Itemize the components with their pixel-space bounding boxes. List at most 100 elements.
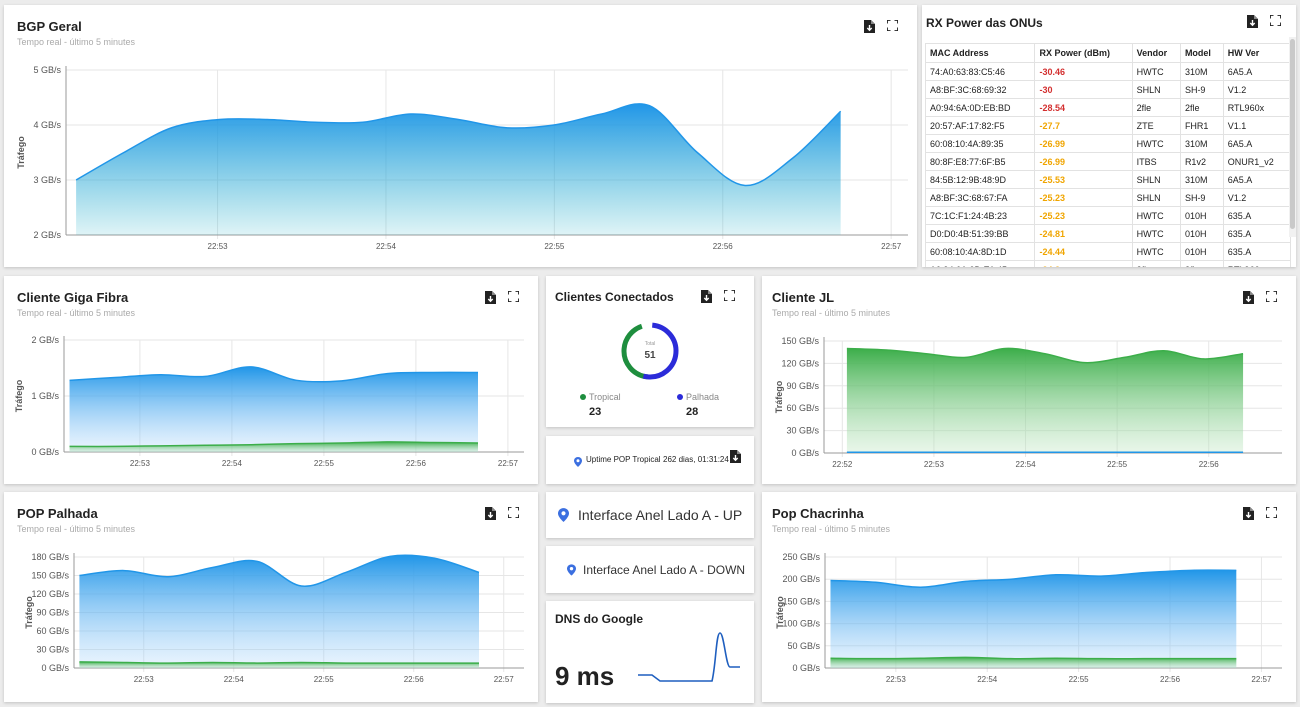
y-tick-label: 3 GB/s (33, 175, 61, 185)
cliente-jl-chart: 0 GB/s 30 GB/s 60 GB/s 90 GB/s 120 GB/s 150 G… (774, 336, 1282, 469)
table-cell: 74:A0:63:83:C5:46 (924, 62, 1036, 81)
x-tick-label: 22:53 (924, 460, 945, 469)
rx-power-panel: RX Power das ONUs MAC Address RX Power (d… (922, 5, 1296, 267)
y-tick-label: 60 GB/s (786, 403, 819, 413)
export-icon[interactable] (1247, 15, 1258, 28)
table-row: 20:57:AF:17:82:F5 -27.7 ZTE FHR1 V1.1 (924, 116, 1292, 135)
table-row: 7C:1C:F1:24:4B:23 -25.23 HWTC 010H 635.A (924, 206, 1292, 225)
y-axis-label: Tráfego (16, 136, 26, 169)
table-cell: -27.7 (1034, 116, 1133, 135)
table-cell: A0:94:6A:0D:E1:45 (924, 260, 1036, 267)
table-scrollbar[interactable] (1289, 37, 1296, 237)
table-cell: 6A5.A (1222, 170, 1292, 189)
table-cell: -28.54 (1034, 98, 1133, 117)
x-tick-label: 22:56 (1160, 675, 1181, 684)
pop-palhada-chart: 0 GB/s 30 GB/s 60 GB/s 90 GB/s 120 GB/s 150 G… (24, 552, 524, 684)
y-tick-label: 2 GB/s (33, 230, 61, 240)
fullscreen-icon[interactable] (1270, 15, 1281, 28)
uptime-value: 262 dias, 01:31:24 (663, 455, 729, 464)
table-cell: -30 (1034, 80, 1133, 99)
table-cell: D0:D0:4B:51:39:BB (924, 224, 1036, 243)
series-area (76, 103, 841, 235)
giga-fibra-chart: 0 GB/s 1 GB/s 2 GB/s 22:53 22:54 22:55 22:56 22… (14, 335, 524, 468)
column-header[interactable]: MAC Address (924, 43, 1036, 63)
uptime-panel: Uptime POP Tropical 262 dias, 01:31:24 (546, 436, 754, 484)
column-header[interactable]: HW Ver (1222, 43, 1292, 63)
table-cell: -25.23 (1034, 188, 1133, 207)
table-cell: -24.81 (1034, 224, 1133, 243)
dns-google-panel: DNS do Google 9 ms (546, 601, 754, 703)
x-tick-label: 22:53 (130, 459, 151, 468)
y-tick-label: 1 GB/s (31, 391, 59, 401)
table-row: 74:A0:63:83:C5:46 -30.46 HWTC 310M 6A5.A (924, 62, 1292, 81)
table-row: A0:94:6A:0D:EB:BD -28.54 2fle 2fle RTL960x (924, 98, 1292, 117)
location-pin-icon (574, 454, 582, 472)
series-area (830, 657, 1237, 668)
x-tick-label: 22:55 (1069, 675, 1090, 684)
x-tick-label: 22:54 (376, 242, 397, 251)
x-tick-label: 22:55 (314, 459, 335, 468)
donut-total-label: Total (645, 341, 656, 347)
panel-title: Clientes Conectados (555, 290, 674, 304)
table-cell: 310M (1179, 62, 1224, 81)
column-header[interactable]: Vendor (1131, 43, 1181, 63)
table-cell: A0:94:6A:0D:EB:BD (924, 98, 1036, 117)
table-cell: HWTC (1131, 206, 1181, 225)
panel-title: DNS do Google (555, 612, 643, 626)
x-tick-label: 22:52 (832, 460, 853, 469)
table-row: 60:08:10:4A:89:35 -26.99 HWTC 310M 6A5.A (924, 134, 1292, 153)
export-icon[interactable] (1243, 507, 1254, 520)
table-row: D0:D0:4B:51:39:BB -24.81 HWTC 010H 635.A (924, 224, 1292, 243)
series-area (830, 570, 1237, 668)
table-cell: 2fle (1179, 98, 1224, 117)
y-tick-label: 50 GB/s (787, 641, 820, 651)
clientes-conectados-panel: Clientes Conectados Total 51 Tropical 23… (546, 276, 754, 427)
x-tick-label: 22:56 (713, 242, 734, 251)
clientes-donut: Total 51 Tropical 23 Palhada 28 (580, 322, 719, 418)
export-icon[interactable] (864, 20, 875, 33)
series-area (846, 348, 1244, 453)
x-tick-label: 22:56 (406, 459, 427, 468)
tropical-count: 23 (589, 406, 601, 418)
export-icon[interactable] (1243, 291, 1254, 304)
table-cell: V1.2 (1222, 80, 1292, 99)
panel-title: RX Power das ONUs (926, 16, 1043, 30)
table-row: 80:8F:E8:77:6F:B5 -26.99 ITBS R1v2 ONUR1_v2 (924, 152, 1292, 171)
series-line (830, 656, 1237, 660)
table-row: A8:BF:3C:68:67:FA -25.23 SHLN SH-9 V1.2 (924, 188, 1292, 207)
pop-chacrinha-chart: 0 GB/s 50 GB/s 100 GB/s 150 GB/s 200 GB/s 250… (775, 552, 1282, 684)
column-header[interactable]: Model (1179, 43, 1224, 63)
dns-latency-value: 9 ms (555, 661, 615, 691)
table-cell: 6A5.A (1222, 62, 1292, 81)
table-cell: HWTC (1131, 134, 1181, 153)
y-tick-label: 250 GB/s (782, 552, 820, 562)
export-icon[interactable] (485, 507, 496, 520)
panel-title: Cliente JL (772, 290, 835, 305)
interface-down-panel: Interface Anel Lado A - DOWN (546, 546, 754, 593)
x-tick-label: 22:54 (222, 459, 243, 468)
bgp-geral-panel: BGP Geral Tempo real - último 5 minutes … (4, 5, 917, 267)
table-cell: 310M (1179, 134, 1224, 153)
y-axis-label: Tráfego (24, 596, 34, 629)
x-tick-label: 22:57 (1251, 675, 1272, 684)
table-cell: HWTC (1131, 224, 1181, 243)
sparkline-path (638, 632, 740, 682)
y-tick-label: 180 GB/s (31, 552, 69, 562)
export-icon[interactable] (730, 450, 741, 468)
y-tick-label: 100 GB/s (782, 619, 820, 629)
panel-subtitle: Tempo real - último 5 minutes (772, 524, 891, 534)
donut-palhada-segment (621, 322, 679, 380)
table-cell: RTL960x (1222, 260, 1292, 267)
donut-total-value: 51 (644, 350, 656, 361)
y-tick-label: 5 GB/s (33, 65, 61, 75)
table-cell: FHR1 (1179, 116, 1224, 135)
cliente-jl-panel: Cliente JL Tempo real - último 5 minutes… (762, 276, 1296, 484)
tropical-label: Tropical (589, 392, 621, 402)
column-header[interactable]: RX Power (dBm) (1034, 43, 1133, 63)
y-tick-label: 4 GB/s (33, 120, 61, 130)
export-icon[interactable] (701, 290, 712, 303)
table-cell: SHLN (1131, 80, 1181, 99)
export-icon[interactable] (485, 291, 496, 304)
y-tick-label: 120 GB/s (31, 589, 69, 599)
table-cell: SHLN (1131, 170, 1181, 189)
